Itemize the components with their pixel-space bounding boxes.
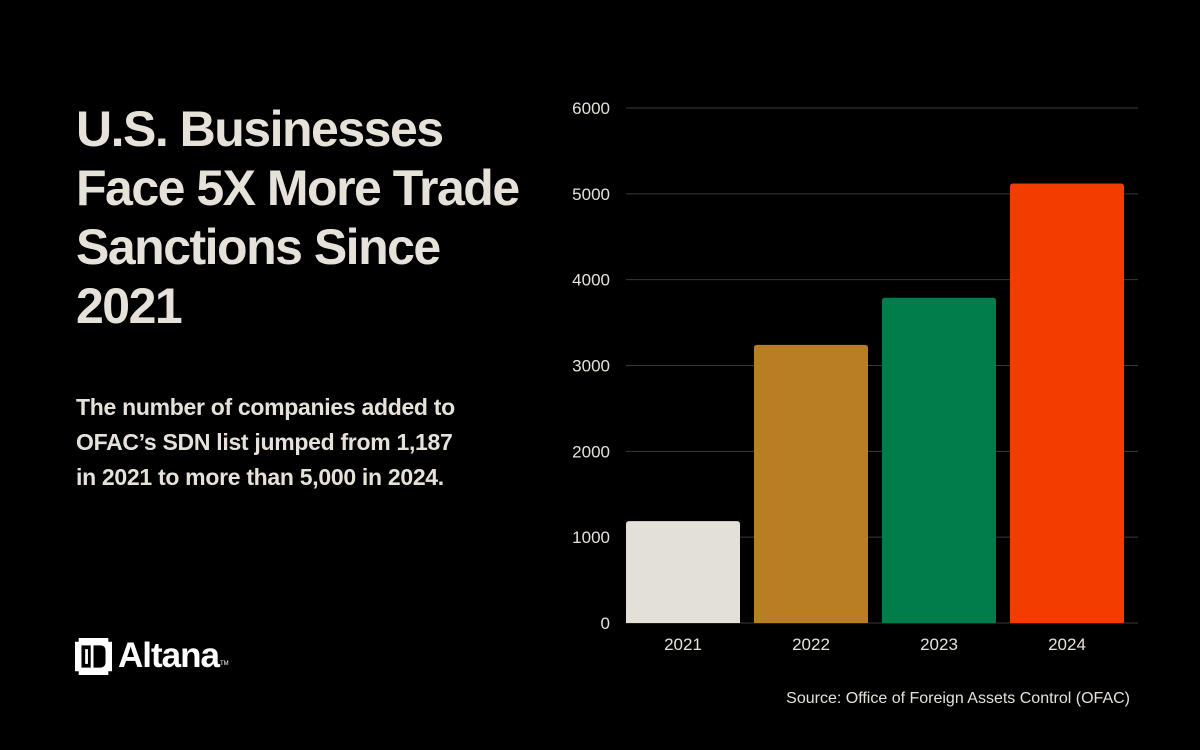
headline: U.S. Businesses Face 5X More Trade Sanct… <box>76 101 520 334</box>
x-tick-label-2022: 2022 <box>792 635 830 654</box>
y-tick-label: 1000 <box>572 528 610 547</box>
brand-logo: Altana TM <box>75 636 229 676</box>
y-tick-label: 6000 <box>572 99 610 118</box>
y-tick-label: 0 <box>601 614 610 633</box>
bar-2023 <box>882 297 996 623</box>
bar-2021 <box>626 521 740 623</box>
y-tick-label: 5000 <box>572 185 610 204</box>
brand-trademark: TM <box>219 661 229 667</box>
bar-2022 <box>754 344 868 623</box>
source-note: Source: Office of Foreign Assets Control… <box>786 690 1130 707</box>
y-tick-label: 3000 <box>572 357 610 376</box>
x-tick-label-2024: 2024 <box>1048 635 1086 654</box>
x-tick-label-2021: 2021 <box>664 635 702 654</box>
x-tick-label-2023: 2023 <box>920 635 958 654</box>
y-tick-label: 2000 <box>572 442 610 461</box>
brand-name: Altana <box>118 636 220 675</box>
subtext: The number of companies added to OFAC’s … <box>76 394 455 490</box>
y-tick-label: 4000 <box>572 271 610 290</box>
altana-logo-icon <box>75 637 112 675</box>
bar-chart: 0 1000 2000 3000 4000 5000 6000 2021 2022 2023 202… <box>572 99 1138 654</box>
bar-2024 <box>1010 183 1124 623</box>
